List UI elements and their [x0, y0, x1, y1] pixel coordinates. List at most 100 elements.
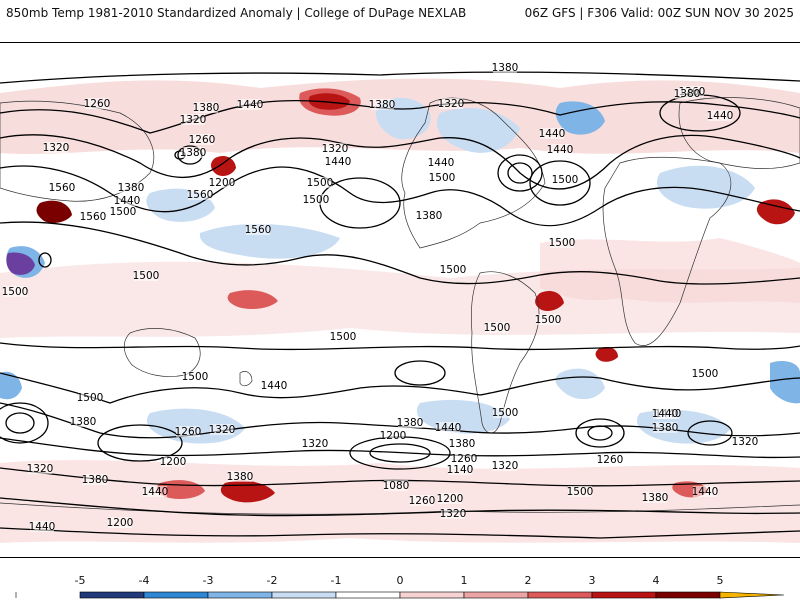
contour-label-bg	[540, 128, 564, 139]
contour-label: 1320	[492, 460, 519, 472]
contour-label: 1380	[70, 416, 97, 428]
contour-label: 1440	[707, 110, 734, 122]
anomaly-shading	[0, 78, 800, 543]
contour-label: 1440	[435, 422, 462, 434]
contour-label-bg	[119, 182, 143, 193]
contour-label: 1380	[118, 182, 145, 194]
colorbar-tick-label: -2	[267, 574, 278, 587]
colorbar-tick-label: -3	[203, 574, 214, 587]
contour-label: 1200	[380, 430, 407, 442]
contour-label: 1500	[330, 331, 357, 343]
contour-label: 1320	[440, 508, 467, 520]
colorbar-ticks: -5 -4 -3 -2 -1 0 1 2 3 4 5	[75, 574, 724, 587]
contour-label-bg	[108, 517, 132, 528]
colorbar-tick-label: 3	[589, 574, 596, 587]
contour-label: 1440	[547, 144, 574, 156]
colorbar-tick-label: -1	[331, 574, 342, 587]
contour-label: 1260	[175, 426, 202, 438]
contour-label-bg	[326, 156, 350, 167]
contour-label: 1260	[597, 454, 624, 466]
contour-label: 1380	[193, 102, 220, 114]
contour-label: 1440	[261, 380, 288, 392]
contour-label: 1380	[227, 471, 254, 483]
contour-label-bg	[452, 453, 476, 464]
contour-label-bg	[384, 480, 408, 491]
contour-label-bg	[246, 224, 270, 235]
contour-label: 1380	[397, 417, 424, 429]
contour-label-bg	[188, 189, 212, 200]
contour-label: 1500	[133, 270, 160, 282]
contour-label-bg	[381, 430, 405, 441]
contour-label-bg	[176, 426, 200, 437]
contour-label-bg	[50, 182, 74, 193]
contour-label: 1260	[451, 453, 478, 465]
colorbar-swatch	[143, 591, 209, 599]
contour-label-bg	[181, 114, 205, 125]
contour-label: 1380	[180, 147, 207, 159]
contour-label: 1440	[692, 486, 719, 498]
contour-label-bg	[441, 508, 465, 519]
contour-label-bg	[181, 147, 205, 158]
contour-label-bg	[430, 172, 454, 183]
colorbar-swatch	[207, 591, 273, 599]
contour-label: 1500	[429, 172, 456, 184]
colorbar-swatch	[335, 591, 401, 599]
colorbar: -5 -4 -3 -2 -1 0 1 2 3 4 5	[15, 574, 785, 599]
contour-label: 1380	[642, 492, 669, 504]
contour-label-bg	[429, 157, 453, 168]
contour-label-bg	[30, 521, 54, 532]
model-run-info: 06Z GFS | F306 Valid: 00Z SUN NOV 30 202…	[524, 6, 794, 20]
contour-label-bg	[448, 464, 472, 475]
contour-label-bg	[493, 62, 517, 73]
map-title: 850mb Temp 1981-2010 Standardized Anomal…	[6, 6, 467, 20]
contour-label: 1500	[182, 371, 209, 383]
contour-label-bg	[210, 177, 234, 188]
contour-label: 1440	[539, 128, 566, 140]
contour-label: 1560	[49, 182, 76, 194]
contour-label-bg	[44, 142, 68, 153]
contour-label: 1380	[416, 210, 443, 222]
colorbar-tick-label: 0	[397, 574, 404, 587]
colorbar-swatch	[463, 591, 529, 599]
contour-label: 1320	[209, 424, 236, 436]
contour-label-bg	[643, 492, 667, 503]
contour-label: 1380	[652, 422, 679, 434]
colorbar-swatch	[79, 591, 145, 599]
contour-label-bg	[485, 322, 509, 333]
contour-label-bg	[28, 463, 52, 474]
contour-label-bg	[493, 460, 517, 471]
contour-label: 1200	[437, 493, 464, 505]
contour-label: 1500	[549, 237, 576, 249]
contour-label-bg	[262, 380, 286, 391]
colorbar-tick-label: -4	[139, 574, 150, 587]
contour-label: 1140	[447, 464, 474, 476]
colorbar-swatch	[655, 591, 721, 599]
contour-label-bg	[3, 286, 27, 297]
contour-label-bg	[194, 102, 218, 113]
anomaly-map: 1380 1260 1380 1320 1260 1320 1380 1320 1440 1500…	[0, 42, 800, 558]
contour-label: 1560	[245, 224, 272, 236]
colorbar-tick-label: -5	[75, 574, 86, 587]
contour-label-bg	[83, 474, 107, 485]
contour-label-bg	[438, 493, 462, 504]
contour-label-bg	[134, 270, 158, 281]
colorbar-swatch	[527, 591, 593, 599]
contour-label-bg	[111, 206, 135, 217]
contour-label: 1320	[180, 114, 207, 126]
contour-label-bg	[78, 392, 102, 403]
contour-label-bg	[303, 438, 327, 449]
contour-label-bg	[441, 264, 465, 275]
contour-label: 1440	[29, 521, 56, 533]
contour-label: 1260	[409, 495, 436, 507]
contour-label-bg	[568, 486, 592, 497]
contour-label-bg	[308, 177, 332, 188]
contour-label: 1500	[303, 194, 330, 206]
height-contours	[0, 71, 800, 539]
contour-label: 1320	[302, 438, 329, 450]
contour-label: 1320	[322, 143, 349, 155]
contour-label-bg	[143, 486, 167, 497]
colorbar-max-arrow	[719, 591, 785, 599]
contour-label: 1440	[428, 157, 455, 169]
contour-label: 1440	[142, 486, 169, 498]
